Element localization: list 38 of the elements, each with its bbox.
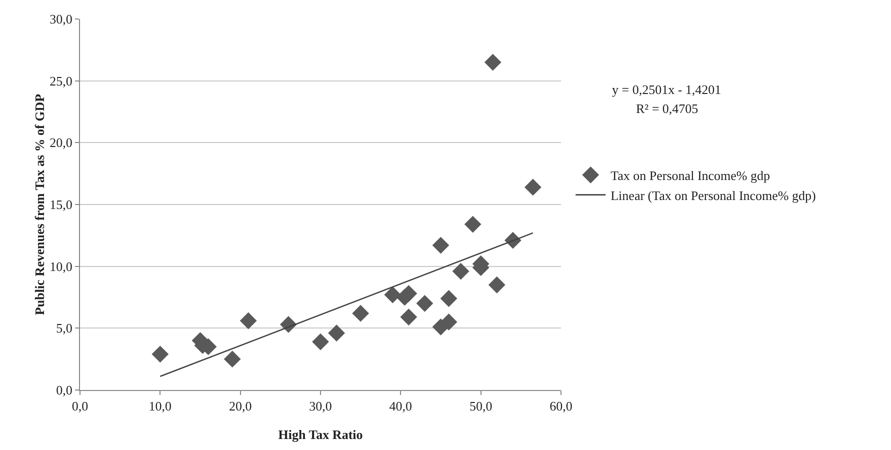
point: [432, 236, 450, 254]
y-tick-label: 5,0: [56, 320, 72, 336]
y-tick-label: 10,0: [50, 258, 72, 274]
point: [352, 304, 370, 322]
text: R² = 0,4705: [636, 101, 698, 116]
point: [464, 216, 482, 233]
x-tick-label: 40,0: [389, 398, 412, 414]
legend-label: Tax on Personal Income% gdp: [610, 168, 770, 183]
point: [484, 54, 502, 71]
point: [240, 312, 257, 330]
point: [400, 285, 418, 302]
point: [312, 333, 329, 350]
legend-label: Linear (Tax on Personal Income% gdp): [610, 188, 816, 203]
x-tick-label: 60,0: [550, 398, 572, 414]
y-tick-label: 25,0: [50, 73, 72, 88]
point: [384, 286, 402, 304]
point: [440, 290, 458, 307]
y-tick-label: 0,0: [56, 382, 72, 398]
x-tick-label: 30,0: [309, 398, 332, 414]
point: [152, 346, 169, 363]
text: y = 0,2501x - 1,4201: [612, 82, 722, 97]
point: [400, 308, 418, 326]
point: [440, 314, 458, 330]
point: [416, 294, 434, 312]
point: [328, 324, 345, 342]
point: [524, 178, 542, 196]
y-tick-label: 15,0: [50, 197, 72, 212]
y-tick-label: 20,0: [50, 135, 72, 150]
x-tick-label: 10,0: [148, 398, 172, 414]
point: [488, 276, 506, 294]
y-tick-label: 30,0: [50, 12, 72, 27]
point: [224, 350, 241, 368]
x-tick-label: 20,0: [228, 398, 252, 414]
x-axis-title: High Tax Ratio: [278, 427, 363, 442]
y-axis-title: Public Revenues from Tax as % of GDP: [32, 94, 47, 316]
point: [452, 262, 470, 280]
x-tick-label: 50,0: [469, 398, 492, 414]
x-tick-label: 0,0: [72, 398, 88, 414]
